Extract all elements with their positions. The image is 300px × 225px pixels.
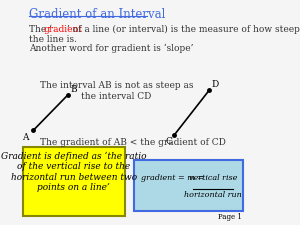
- Text: The gradient of AB < the gradient of CD: The gradient of AB < the gradient of CD: [40, 138, 226, 147]
- Text: horizontal run: horizontal run: [184, 191, 242, 199]
- Text: A: A: [22, 133, 29, 142]
- Text: Gradient of an Interval: Gradient of an Interval: [29, 8, 165, 21]
- FancyBboxPatch shape: [23, 147, 125, 216]
- Text: the line is.: the line is.: [29, 35, 77, 44]
- Text: Page 1: Page 1: [218, 213, 242, 221]
- FancyBboxPatch shape: [134, 160, 243, 212]
- Text: gradient: gradient: [43, 25, 82, 34]
- Text: D: D: [212, 80, 219, 89]
- Text: The ‘: The ‘: [29, 25, 52, 34]
- Text: B: B: [70, 85, 77, 94]
- Text: Another word for gradient is ‘slope’: Another word for gradient is ‘slope’: [29, 44, 193, 53]
- Text: The interval AB is not as steep as
the interval CD: The interval AB is not as steep as the i…: [40, 81, 194, 101]
- Text: vertical rise: vertical rise: [189, 174, 237, 182]
- Text: gradient = m =: gradient = m =: [141, 174, 204, 182]
- Text: ’ of a line (or interval) is the measure of how steep: ’ of a line (or interval) is the measure…: [67, 25, 300, 34]
- Text: C: C: [165, 137, 172, 146]
- Text: Gradient is defined as ‘the ratio
of the vertical rise to the
horizontal run bet: Gradient is defined as ‘the ratio of the…: [1, 151, 147, 192]
